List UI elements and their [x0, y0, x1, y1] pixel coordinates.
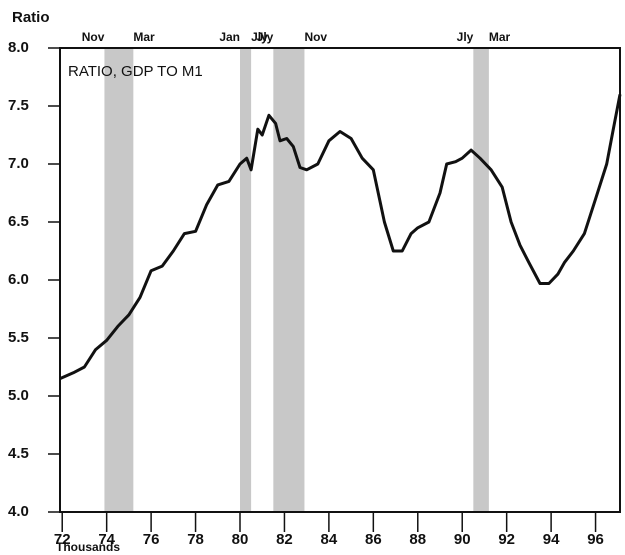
band-end-label: Mar: [133, 30, 155, 44]
recession-band: [240, 48, 252, 512]
x-tick-label: 78: [187, 531, 204, 548]
y-tick-label: 5.5: [8, 329, 29, 346]
x-tick-label: 94: [543, 531, 560, 548]
y-tick-label: 5.0: [8, 387, 29, 404]
band-end-label: Mar: [489, 30, 511, 44]
band-start-label: Jan: [219, 30, 240, 44]
x-tick-label: 74: [98, 531, 115, 548]
recession-band: [273, 48, 305, 512]
x-tick-label: 88: [409, 531, 426, 548]
x-tick-label: 86: [365, 531, 382, 548]
x-tick-label: 72: [54, 531, 71, 548]
y-tick-label: 4.0: [8, 503, 29, 520]
x-tick-label: 82: [276, 531, 293, 548]
y-tick-label: 8.0: [8, 39, 29, 56]
y-tick-label: 4.5: [8, 445, 29, 462]
y-tick-label: 6.5: [8, 213, 29, 230]
band-end-label: Nov: [304, 30, 327, 44]
x-tick-label: 96: [587, 531, 604, 548]
y-tick-label: 7.0: [8, 155, 29, 172]
y-tick-label: 7.5: [8, 97, 29, 114]
footer: Thousands: [56, 540, 120, 554]
data-line: [59, 94, 622, 380]
band-start-label: Jly: [457, 30, 474, 44]
plot-frame: [59, 47, 621, 513]
band-end-label: Jly: [251, 30, 268, 44]
band-start-label: Nov: [82, 30, 105, 44]
recession-band: [104, 48, 134, 512]
recession-band: [473, 48, 489, 512]
band-start-label: Jly: [257, 30, 274, 44]
y-tick-label: 6.0: [8, 271, 29, 288]
x-tick-label: 84: [321, 531, 338, 548]
x-tick-label: 92: [498, 531, 515, 548]
x-tick-label: 90: [454, 531, 471, 548]
annotation: RATIO, GDP TO M1: [68, 63, 203, 80]
y-axis-label: Ratio: [12, 9, 50, 26]
x-tick-label: 76: [143, 531, 160, 548]
x-tick-label: 80: [232, 531, 249, 548]
